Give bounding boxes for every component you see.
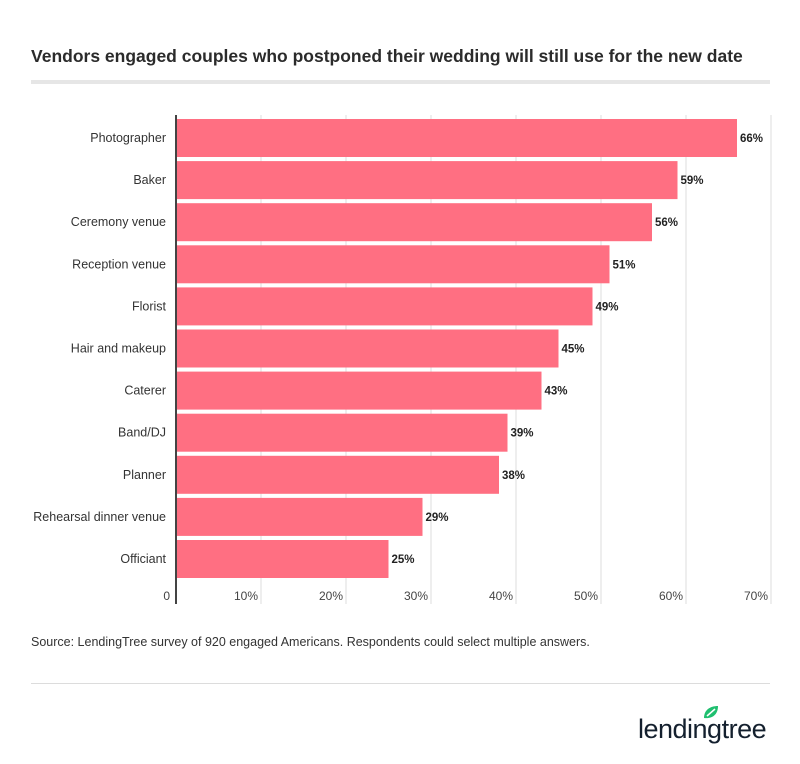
bar bbox=[176, 245, 610, 284]
x-tick-label: 50% bbox=[574, 589, 598, 603]
data-label: 56% bbox=[655, 217, 678, 229]
data-label: 29% bbox=[426, 512, 449, 524]
footer-divider bbox=[31, 683, 770, 684]
category-label: Band/DJ bbox=[118, 426, 166, 440]
category-label: Florist bbox=[132, 299, 167, 313]
data-label: 66% bbox=[740, 133, 763, 145]
bar bbox=[176, 540, 389, 578]
lendingtree-logo: lendingtree bbox=[638, 704, 773, 749]
x-tick-label: 10% bbox=[234, 589, 258, 603]
category-label: Hair and makeup bbox=[71, 342, 166, 356]
bar bbox=[176, 371, 542, 410]
data-label: 49% bbox=[596, 301, 619, 313]
title-divider bbox=[31, 80, 770, 84]
category-label: Planner bbox=[123, 468, 166, 482]
x-tick-label: 20% bbox=[319, 589, 343, 603]
category-label: Caterer bbox=[124, 384, 166, 398]
category-label: Baker bbox=[133, 173, 166, 187]
chart-title: Vendors engaged couples who postponed th… bbox=[31, 46, 743, 66]
category-label: Ceremony venue bbox=[71, 215, 166, 229]
bar bbox=[176, 497, 423, 536]
bar bbox=[176, 203, 652, 242]
svg-text:lendingtree: lendingtree bbox=[638, 714, 766, 744]
bar bbox=[176, 413, 508, 452]
x-tick-label: 40% bbox=[489, 589, 513, 603]
bar bbox=[176, 329, 559, 368]
bar-chart: 0 10% 20% 30% 40% 50% 60% 70% 66% Photographer 59%… bbox=[33, 115, 772, 604]
data-label: 45% bbox=[562, 344, 585, 356]
data-label: 38% bbox=[502, 470, 525, 482]
category-label: Photographer bbox=[90, 131, 166, 145]
x-tick-label: 0 bbox=[163, 589, 170, 603]
category-label: Reception venue bbox=[72, 257, 166, 271]
x-tick-label: 70% bbox=[744, 589, 768, 603]
data-label: 43% bbox=[545, 386, 568, 398]
data-label: 39% bbox=[511, 428, 534, 440]
data-label: 25% bbox=[392, 554, 415, 566]
data-label: 51% bbox=[613, 259, 636, 271]
source-note: Source: LendingTree survey of 920 engage… bbox=[31, 635, 590, 649]
category-label: Officiant bbox=[120, 552, 166, 566]
bar bbox=[176, 455, 499, 494]
x-tick-label: 60% bbox=[659, 589, 683, 603]
x-tick-label: 30% bbox=[404, 589, 428, 603]
bar bbox=[176, 287, 593, 326]
bar bbox=[176, 161, 678, 200]
bar bbox=[176, 119, 737, 157]
category-label: Rehearsal dinner venue bbox=[33, 510, 166, 524]
data-label: 59% bbox=[681, 175, 704, 187]
